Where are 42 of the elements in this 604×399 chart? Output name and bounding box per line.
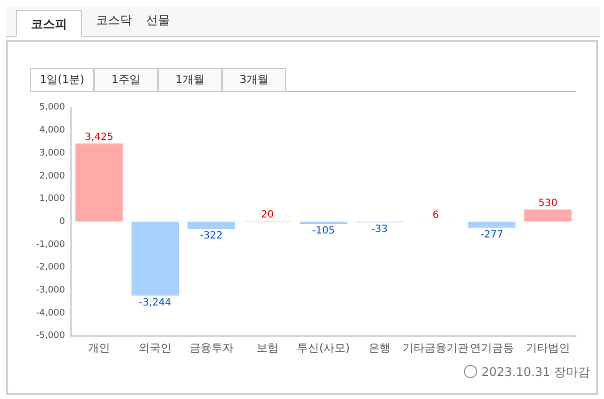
y-tick-label: 2,000 [39,171,66,182]
y-tick-label: 0 [59,216,66,227]
x-tick-label: 연기금등 [470,341,514,354]
data-label: 3,425 [84,132,114,143]
data-label: -105 [312,226,335,237]
text: 2023.10.31 장마감 [480,364,590,381]
text: 코스닥 [96,12,132,29]
y-tick-label: 1,000 [39,194,66,204]
y-tick-label: -4,000 [36,308,66,318]
y-tick-label: -3,000 [36,285,66,296]
bar [524,209,572,222]
y-tick-label: -5,000 [36,331,66,342]
data-label: -322 [200,230,223,242]
text: 3개월 [222,68,286,92]
y-tick-label: 5,000 [39,102,66,113]
x-tick-label: 개인 [88,341,110,354]
x-tick-label: 기타금융기관 [402,341,469,354]
text: 1개월 [158,68,222,92]
data-label: 20 [261,210,274,221]
y-tick-label: -1,000 [36,240,66,250]
x-tick-label: 금융투자 [189,341,234,354]
data-label: -3,244 [139,297,172,308]
x-tick-label: 외국인 [138,341,172,354]
data-label: 6 [432,210,439,222]
data-label: -277 [480,230,504,241]
text: 선물 [146,12,170,29]
bar [131,222,180,296]
x-tick-label: 기타법인 [526,341,570,354]
bar [187,222,236,229]
x-tick-label: 은행 [368,341,391,354]
y-tick-label: 3,000 [39,148,66,158]
y-tick-label: 4,000 [39,126,66,136]
data-label: 530 [538,198,558,210]
data-label: -33 [371,224,388,235]
text: 코스피 [16,10,82,37]
text: 1주일 [94,68,158,92]
bar [75,143,123,222]
y-tick-label: -2,000 [36,262,66,273]
x-tick-label: 투신(사모) [297,341,350,354]
bar [468,222,516,228]
x-tick-label: 보험 [256,341,278,354]
text: 1일(1분) [30,68,94,92]
